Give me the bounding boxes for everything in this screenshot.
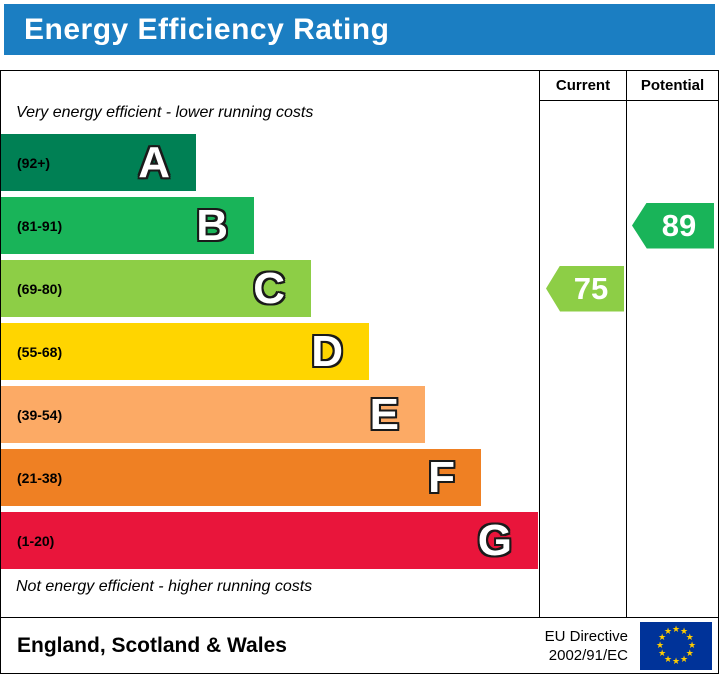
potential-rating-tag: 89 bbox=[632, 202, 714, 249]
eu-flag-star: ★ bbox=[685, 648, 694, 658]
band-row-g: (1-20) G bbox=[1, 512, 539, 569]
current-column: Current bbox=[539, 71, 626, 617]
band-bar-g: (1-20) G bbox=[1, 512, 538, 569]
eu-flag-star: ★ bbox=[663, 653, 673, 664]
band-range-label: (55-68) bbox=[17, 343, 63, 360]
region-label: England, Scotland & Wales bbox=[17, 633, 287, 657]
eu-directive-line2: 2002/91/EC bbox=[548, 646, 628, 664]
eu-flag-star: ★ bbox=[663, 626, 673, 637]
band-range-label: (1-20) bbox=[17, 532, 55, 549]
eu-flag-star: ★ bbox=[658, 632, 667, 642]
eu-flag-icon: ★ ★ ★ ★ ★ ★ ★ ★ ★ ★ ★ ★ bbox=[640, 621, 712, 670]
band-letter: D bbox=[311, 326, 343, 376]
band-letter: A bbox=[138, 137, 170, 187]
page-title: Energy Efficiency Rating bbox=[24, 12, 390, 46]
band-letter: C bbox=[253, 263, 285, 313]
band-letter: B bbox=[196, 200, 228, 250]
eu-flag-star: ★ bbox=[679, 653, 689, 664]
band-letter: F bbox=[428, 452, 455, 502]
potential-rating-value: 89 bbox=[661, 207, 697, 243]
band-row-b: (81-91) B bbox=[1, 197, 539, 254]
band-range-label: (69-80) bbox=[17, 280, 63, 297]
current-column-header: Current bbox=[540, 71, 626, 101]
band-bar-a: (92+) A bbox=[1, 134, 196, 191]
eu-flag-star: ★ bbox=[687, 640, 697, 650]
band-range-label: (39-54) bbox=[17, 406, 63, 423]
eu-flag-star: ★ bbox=[679, 626, 689, 637]
eu-directive-label: EU Directive 2002/91/EC bbox=[545, 627, 628, 665]
eu-flag-star: ★ bbox=[671, 656, 681, 666]
current-rating-tag: 75 bbox=[546, 265, 624, 312]
band-letter: E bbox=[369, 389, 399, 439]
chart-box: Very energy efficient - lower running co… bbox=[0, 70, 719, 618]
band-row-d: (55-68) D bbox=[1, 323, 539, 380]
band-range-label: (81-91) bbox=[17, 217, 63, 234]
bottom-note: Not energy efficient - higher running co… bbox=[16, 578, 313, 595]
bands-column: Very energy efficient - lower running co… bbox=[1, 71, 539, 617]
band-range-label: (21-38) bbox=[17, 469, 63, 486]
eu-directive-line1: EU Directive bbox=[544, 627, 628, 645]
band-row-f: (21-38) F bbox=[1, 449, 539, 506]
potential-column-header: Potential bbox=[627, 71, 718, 101]
band-bar-b: (81-91) B bbox=[1, 197, 254, 254]
band-row-a: (92+) A bbox=[1, 134, 539, 191]
band-bar-d: (55-68) D bbox=[1, 323, 369, 380]
eu-flag-star: ★ bbox=[685, 632, 694, 642]
band-bar-f: (21-38) F bbox=[1, 449, 481, 506]
rating-bands: (92+) A (81-91) B (69-80) C (55-68) D (39-54) E (2… bbox=[1, 134, 539, 569]
band-row-e: (39-54) E bbox=[1, 386, 539, 443]
band-row-c: (69-80) C bbox=[1, 260, 539, 317]
top-note: Very energy efficient - lower running co… bbox=[16, 104, 314, 121]
title-banner: Energy Efficiency Rating bbox=[4, 4, 715, 55]
band-range-label: (92+) bbox=[17, 154, 51, 171]
band-letter: G bbox=[477, 515, 512, 565]
eu-flag-star: ★ bbox=[655, 640, 665, 650]
potential-column: Potential bbox=[626, 71, 718, 617]
eu-flag-star: ★ bbox=[671, 624, 681, 634]
footer: England, Scotland & Wales EU Directive 2… bbox=[0, 617, 719, 674]
band-bar-e: (39-54) E bbox=[1, 386, 425, 443]
energy-efficiency-rating-chart: Energy Efficiency Rating Very energy eff… bbox=[0, 4, 719, 674]
eu-flag-star: ★ bbox=[658, 648, 667, 658]
band-bar-c: (69-80) C bbox=[1, 260, 311, 317]
current-rating-value: 75 bbox=[573, 270, 609, 306]
